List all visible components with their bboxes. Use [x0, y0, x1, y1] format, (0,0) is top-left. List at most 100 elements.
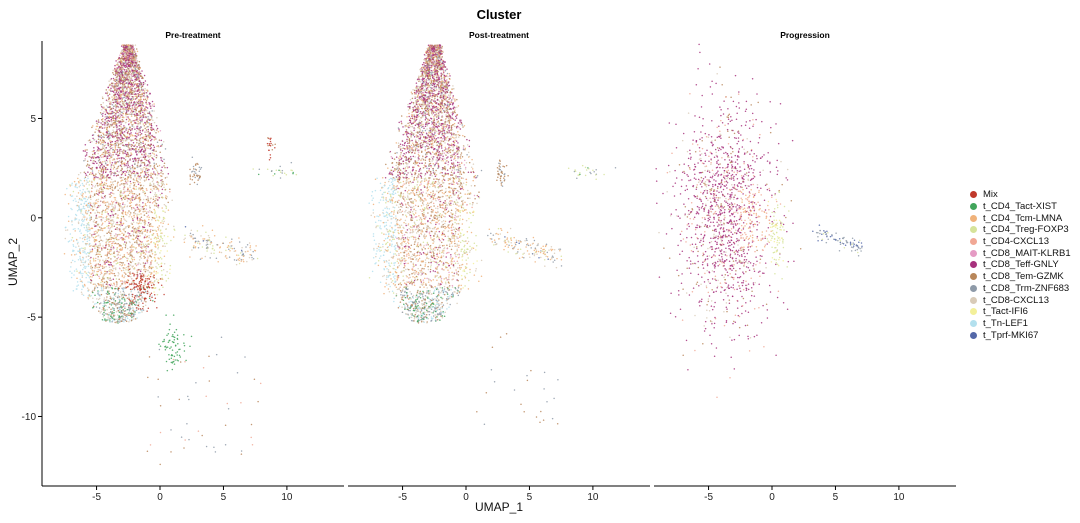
scatter-point	[104, 204, 107, 207]
scatter-point	[138, 159, 140, 161]
scatter-point	[117, 274, 119, 277]
scatter-point	[135, 309, 138, 311]
scatter-point	[121, 88, 124, 90]
scatter-point	[160, 175, 163, 177]
scatter-point	[113, 260, 115, 263]
scatter-point	[111, 224, 113, 226]
scatter-point	[101, 182, 103, 185]
scatter-point	[120, 215, 123, 218]
scatter-point	[118, 117, 120, 120]
scatter-point	[142, 189, 144, 192]
scatter-point	[107, 94, 109, 97]
scatter-point	[132, 68, 134, 70]
scatter-point	[103, 298, 105, 301]
scatter-point	[113, 105, 115, 107]
scatter-point	[99, 242, 101, 245]
scatter-point	[86, 151, 88, 154]
scatter-point	[84, 248, 86, 250]
scatter-point	[129, 315, 132, 317]
scatter-point	[163, 234, 166, 237]
scatter-point	[166, 196, 168, 198]
scatter-point	[130, 204, 132, 207]
scatter-point	[107, 299, 109, 302]
scatter-point	[118, 137, 120, 139]
scatter-point	[164, 211, 166, 213]
scatter-point	[88, 204, 90, 207]
scatter-point	[128, 56, 130, 58]
scatter-point	[108, 135, 111, 137]
scatter-point	[98, 184, 101, 186]
scatter-point	[129, 168, 132, 170]
scatter-point	[116, 257, 118, 260]
scatter-point	[93, 240, 96, 243]
scatter-point	[160, 180, 163, 182]
scatter-point	[98, 303, 101, 305]
scatter-point	[84, 271, 86, 273]
scatter-point	[138, 193, 141, 195]
scatter-point	[150, 172, 152, 174]
scatter-point	[133, 198, 136, 201]
scatter-point	[131, 108, 134, 110]
scatter-point	[157, 145, 160, 147]
scatter-point	[115, 223, 117, 225]
scatter-point	[159, 265, 161, 268]
scatter-point	[95, 216, 98, 218]
scatter-point	[123, 101, 125, 104]
scatter-point	[156, 226, 159, 228]
scatter-point	[105, 313, 107, 315]
scatter-point	[90, 279, 92, 282]
scatter-point	[133, 197, 136, 199]
scatter-point	[130, 319, 133, 321]
scatter-point	[133, 89, 135, 91]
scatter-point	[122, 53, 124, 55]
scatter-point	[109, 79, 112, 81]
scatter-point	[111, 110, 113, 113]
scatter-point	[160, 249, 162, 252]
scatter-point	[135, 160, 137, 162]
scatter-point	[101, 249, 103, 251]
scatter-point	[130, 138, 132, 141]
scatter-point	[137, 197, 140, 200]
scatter-point	[76, 285, 78, 287]
scatter-point	[154, 244, 157, 246]
scatter-point	[80, 212, 82, 214]
scatter-point	[106, 283, 108, 285]
scatter-point	[116, 223, 118, 226]
scatter-point	[160, 157, 162, 159]
scatter-point	[107, 86, 110, 89]
scatter-point	[129, 175, 131, 177]
scatter-point	[123, 157, 125, 160]
scatter-point	[86, 160, 89, 162]
scatter-point	[111, 117, 114, 119]
scatter-point	[114, 274, 116, 277]
scatter-point	[129, 135, 132, 137]
scatter-point	[79, 229, 81, 231]
scatter-point	[123, 94, 126, 96]
scatter-point	[95, 230, 97, 232]
scatter-point	[106, 309, 108, 311]
scatter-point	[137, 174, 140, 177]
scatter-point	[119, 90, 122, 92]
scatter-point	[96, 145, 99, 148]
scatter-point	[125, 137, 128, 139]
scatter-point	[78, 250, 80, 253]
scatter-point	[100, 191, 103, 193]
scatter-point	[73, 270, 76, 272]
scatter-point	[92, 272, 94, 274]
scatter-point	[89, 242, 91, 245]
scatter-point	[103, 274, 105, 276]
scatter-point	[149, 152, 152, 155]
scatter-point	[131, 255, 133, 258]
scatter-point	[111, 236, 113, 239]
scatter-point	[156, 232, 158, 235]
scatter-point	[142, 116, 145, 119]
scatter-point	[153, 110, 155, 112]
scatter-point	[102, 151, 105, 154]
scatter-point	[119, 52, 122, 55]
scatter-point	[112, 159, 114, 161]
scatter-point	[128, 192, 131, 194]
scatter-point	[143, 236, 146, 238]
scatter-point	[141, 100, 143, 103]
scatter-point	[109, 284, 112, 287]
scatter-point	[97, 206, 99, 209]
